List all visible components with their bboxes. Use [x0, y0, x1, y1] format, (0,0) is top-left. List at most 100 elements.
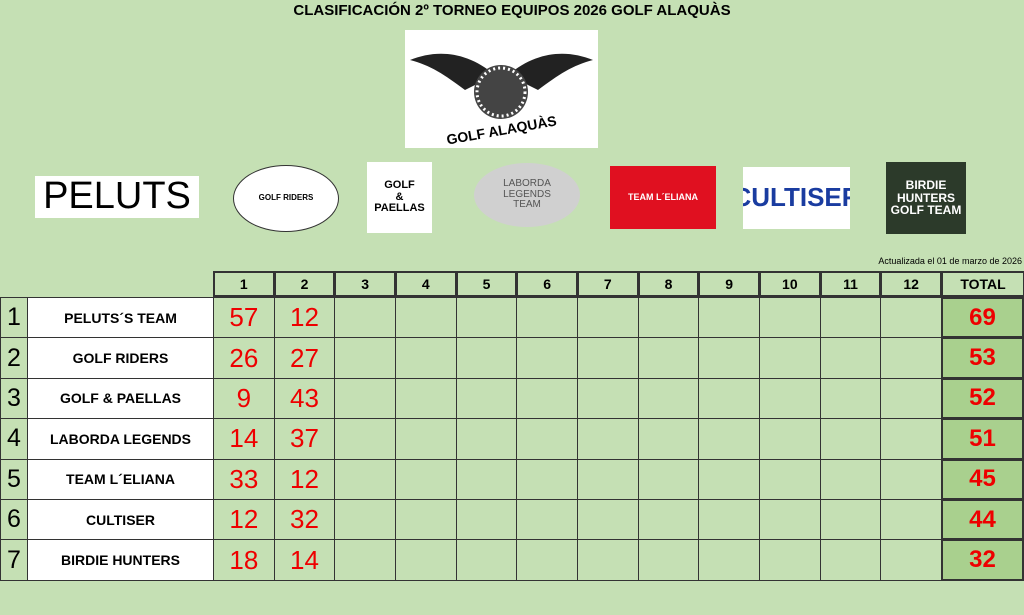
logo-text: HUNTERS	[896, 190, 955, 205]
rank: 3	[0, 377, 28, 420]
rank: 1	[0, 297, 28, 339]
empty-cell	[516, 458, 578, 500]
empty-cell	[759, 377, 821, 420]
empty-cell	[637, 458, 700, 500]
main-logo: GOLF ALAQUÀS	[405, 30, 598, 148]
empty-cell	[395, 458, 457, 500]
rank: 5	[0, 458, 28, 500]
total: 53	[941, 337, 1024, 379]
empty-cell	[880, 539, 942, 581]
empty-cell	[577, 337, 639, 379]
empty-cell	[334, 499, 396, 541]
empty-cell	[334, 297, 396, 339]
team-logo: PELUTS	[35, 176, 199, 218]
empty-cell	[759, 337, 821, 379]
empty-cell	[698, 458, 760, 500]
empty-cell	[455, 297, 518, 339]
team-logo: TEAM L´ELIANA	[610, 166, 716, 229]
logo-text: TEAM	[513, 199, 541, 211]
empty-cell	[516, 499, 578, 541]
team-name: CULTISER	[27, 499, 214, 541]
column-header: TOTAL	[941, 271, 1024, 297]
empty-cell	[637, 499, 700, 541]
total: 44	[941, 499, 1024, 541]
empty-cell	[759, 539, 821, 581]
updated-note: Actualizada el 01 de marzo de 2026	[878, 256, 1022, 266]
empty-cell	[819, 297, 882, 339]
logo-text: PELUTS	[43, 176, 191, 218]
logo-text: PAELLAS	[374, 202, 425, 215]
column-header: 3	[334, 271, 396, 297]
rank: 6	[0, 499, 28, 541]
empty-cell	[395, 337, 457, 379]
empty-cell	[759, 418, 821, 460]
column-header: 1	[213, 271, 275, 297]
column-header: 10	[759, 271, 821, 297]
team-logo: CULTISER	[743, 167, 850, 229]
column-header: 8	[637, 271, 700, 297]
empty-cell	[637, 377, 700, 420]
empty-cell	[819, 377, 882, 420]
empty-cell	[637, 297, 700, 339]
logo-text: GOLF	[384, 179, 415, 192]
empty-cell	[577, 539, 639, 581]
logo-text: LABORDA	[503, 178, 551, 190]
column-header: 6	[516, 271, 578, 297]
empty-cell	[577, 499, 639, 541]
total: 51	[941, 418, 1024, 460]
empty-cell	[395, 297, 457, 339]
empty-cell	[880, 377, 942, 420]
total: 45	[941, 458, 1024, 500]
empty-cell	[334, 418, 396, 460]
empty-cell	[455, 458, 518, 500]
empty-cell	[759, 458, 821, 500]
empty-cell	[637, 539, 700, 581]
score: 14	[273, 539, 336, 581]
empty-cell	[577, 297, 639, 339]
empty-cell	[759, 297, 821, 339]
score: 12	[273, 297, 336, 339]
empty-cell	[819, 337, 882, 379]
rank: 4	[0, 418, 28, 460]
total: 32	[941, 539, 1024, 581]
column-header: 7	[577, 271, 639, 297]
logo-text: TEAM L´ELIANA	[628, 191, 698, 202]
score: 12	[213, 499, 275, 541]
empty-cell	[455, 337, 518, 379]
logo-text: BIRDIE	[905, 178, 947, 193]
total: 52	[941, 377, 1024, 420]
empty-cell	[759, 499, 821, 541]
empty-cell	[880, 418, 942, 460]
score: 27	[273, 337, 336, 379]
empty-cell	[819, 539, 882, 581]
empty-cell	[395, 539, 457, 581]
score: 18	[213, 539, 275, 581]
empty-cell	[516, 377, 578, 420]
empty-cell	[577, 377, 639, 420]
team-name: BIRDIE HUNTERS	[27, 539, 214, 581]
empty-cell	[334, 337, 396, 379]
empty-cell	[516, 539, 578, 581]
column-header: 5	[455, 271, 518, 297]
empty-cell	[880, 499, 942, 541]
empty-cell	[395, 377, 457, 420]
team-name: TEAM L´ELIANA	[27, 458, 214, 500]
column-header: 2	[273, 271, 336, 297]
logo-text: GOLF RIDERS	[258, 193, 314, 203]
empty-cell	[698, 377, 760, 420]
column-header: 4	[395, 271, 457, 297]
empty-cell	[698, 499, 760, 541]
empty-cell	[637, 418, 700, 460]
empty-cell	[395, 418, 457, 460]
empty-cell	[516, 418, 578, 460]
title: CLASIFICACIÓN 2º TORNEO EQUIPOS 2026 GOL…	[293, 2, 731, 19]
empty-cell	[819, 458, 882, 500]
score: 26	[213, 337, 275, 379]
empty-cell	[516, 337, 578, 379]
empty-cell	[334, 458, 396, 500]
score: 32	[273, 499, 336, 541]
team-logo: LABORDA LEGENDS TEAM	[474, 163, 580, 227]
empty-cell	[577, 458, 639, 500]
column-header: 9	[698, 271, 760, 297]
empty-cell	[698, 297, 760, 339]
